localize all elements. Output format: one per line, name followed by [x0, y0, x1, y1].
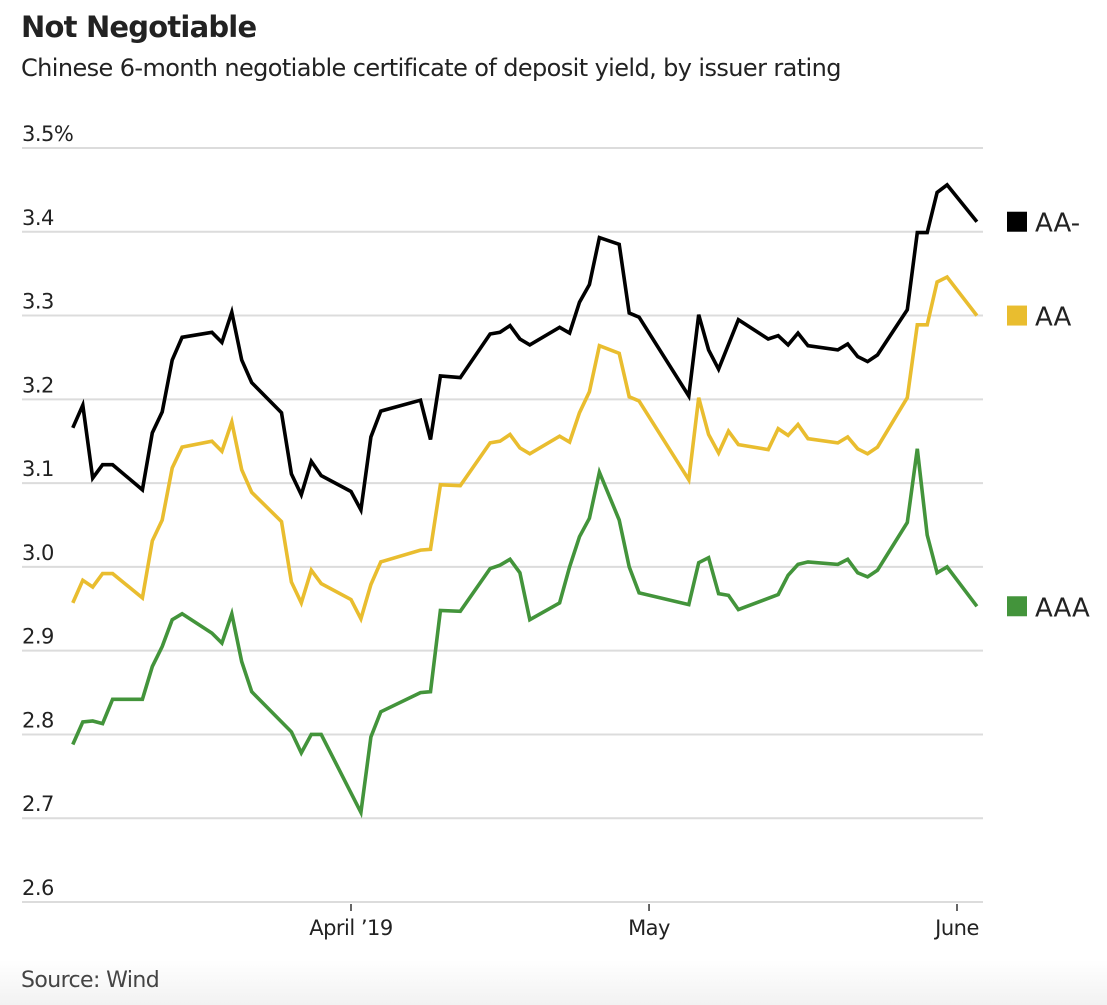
series-line-aaa — [71, 448, 979, 819]
y-axis-labels: 3.5% 3.4 3.3 3.2 3.1 3.0 2.9 2.8 2.7 2.6 — [22, 122, 74, 900]
x-tick-label: May — [628, 916, 670, 940]
chart-subtitle: Chinese 6-month negotiable certificate o… — [21, 54, 841, 82]
y-tick-label: 3.3 — [22, 290, 54, 314]
y-tick-label: 3.0 — [22, 541, 54, 565]
source-note: Source: Wind — [21, 968, 160, 993]
legend-swatch — [1007, 211, 1027, 232]
y-tick-label: 3.2 — [22, 373, 54, 397]
legend-swatch — [1007, 596, 1027, 617]
series-line-aa-minus — [71, 182, 979, 516]
y-tick-label: 2.8 — [22, 708, 54, 732]
y-tick-label: 2.6 — [22, 876, 54, 900]
series-line-aa — [71, 274, 979, 624]
y-tick-label: 3.5% — [22, 122, 73, 146]
legend-label: AA — [1035, 303, 1072, 333]
footer-bar — [0, 960, 1107, 1005]
series-lines — [71, 182, 979, 819]
y-tick-label: 2.9 — [22, 625, 54, 649]
chart-title: Not Negotiable — [21, 10, 257, 44]
x-tick-label: April ’19 — [309, 916, 393, 940]
y-tick-label: 3.1 — [22, 457, 54, 481]
y-gridlines — [22, 147, 983, 903]
y-tick-label: 2.7 — [22, 792, 54, 816]
legend-label: AA- — [1035, 209, 1080, 239]
line-chart: 3.5% 3.4 3.3 3.2 3.1 3.0 2.9 2.8 2.7 2.6 April ’1… — [22, 122, 1090, 940]
x-axis: April ’19 May June — [309, 904, 979, 940]
x-tick-label: June — [933, 916, 979, 940]
legend-swatch — [1007, 305, 1027, 326]
legend-label: AAA — [1035, 593, 1090, 623]
y-tick-label: 3.4 — [22, 206, 54, 230]
